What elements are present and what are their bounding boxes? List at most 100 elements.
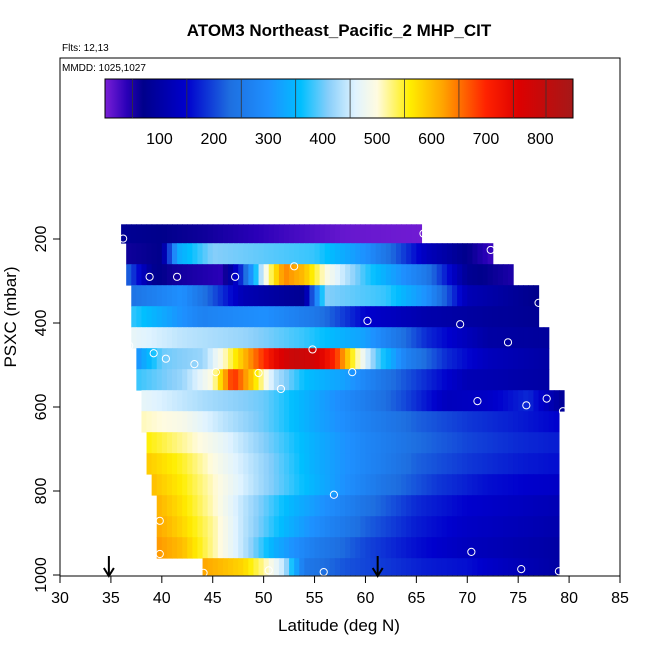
heatmap-cell <box>482 495 489 517</box>
heatmap-cell <box>370 369 377 391</box>
heatmap-cell <box>314 224 321 244</box>
heatmap-cell <box>233 495 239 517</box>
heatmap-cell <box>284 306 290 328</box>
heatmap-cell <box>492 327 499 349</box>
heatmap-cell <box>508 432 514 454</box>
heatmap-cell <box>406 306 412 328</box>
heatmap-cell <box>187 327 193 349</box>
heatmap-cell <box>248 495 255 517</box>
heatmap-cell <box>258 306 265 328</box>
heatmap-cell <box>518 516 524 538</box>
sample-marker <box>254 368 263 378</box>
heatmap-cell <box>304 348 311 370</box>
heatmap-cell <box>441 474 448 496</box>
heatmap-cell <box>136 348 143 370</box>
heatmap-cell <box>406 224 412 244</box>
heatmap-cell <box>421 558 428 576</box>
heatmap-cell <box>457 369 463 391</box>
heatmap-cell <box>187 224 193 244</box>
heatmap-cell <box>243 224 249 244</box>
heatmap-cell <box>340 432 346 454</box>
heatmap-cell <box>304 411 311 433</box>
heatmap-cell <box>263 558 270 576</box>
heatmap-cell <box>202 224 209 244</box>
heatmap-cell <box>380 390 387 412</box>
sample-marker <box>348 368 357 377</box>
heatmap-cell <box>406 369 412 391</box>
heatmap-cell <box>446 285 453 307</box>
heatmap-cell <box>136 306 143 328</box>
heatmap-cell <box>156 243 163 265</box>
heatmap-cell <box>487 432 494 454</box>
heatmap-cell <box>299 516 305 538</box>
heatmap-cell <box>334 558 341 576</box>
heatmap-cell <box>467 537 473 559</box>
heatmap-cell <box>131 327 137 349</box>
heatmap-cell <box>492 453 499 475</box>
heatmap-cell <box>146 453 153 475</box>
heatmap-cell <box>217 558 224 576</box>
heatmap-cell <box>289 390 295 412</box>
heatmap-cell <box>156 224 163 244</box>
heatmap-cell <box>462 243 468 265</box>
heatmap-cell <box>421 327 428 349</box>
heatmap-cell <box>314 348 321 370</box>
heatmap-cell <box>197 369 204 391</box>
heatmap-cell <box>518 369 524 391</box>
heatmap-cell <box>212 390 219 412</box>
heatmap-cell <box>350 558 356 576</box>
heatmap-cell <box>263 369 270 391</box>
heatmap-cell <box>452 432 458 454</box>
heatmap-cell <box>334 224 341 244</box>
heatmap-cell <box>294 432 300 454</box>
heatmap-cell <box>487 411 494 433</box>
heatmap-cell <box>324 432 331 454</box>
heatmap-cell <box>426 327 433 349</box>
heatmap-cell <box>350 432 356 454</box>
heatmap-cell <box>436 495 443 517</box>
heatmap-cell <box>472 537 479 559</box>
heatmap-cell <box>273 558 280 576</box>
heatmap-cell <box>518 537 524 559</box>
heatmap-cell <box>508 516 514 538</box>
x-tick-label: 55 <box>306 590 324 607</box>
heatmap-cell <box>151 474 158 496</box>
heatmap-cell <box>334 390 341 412</box>
heatmap-cell <box>462 348 468 370</box>
heatmap-cell <box>538 474 545 496</box>
heatmap-cell <box>172 453 178 475</box>
heatmap-cell <box>487 390 494 412</box>
heatmap-cell <box>222 285 229 307</box>
heatmap-cell <box>268 306 275 328</box>
heatmap-cell <box>243 264 249 286</box>
heatmap-cell <box>289 495 295 517</box>
heatmap-cell <box>340 537 346 559</box>
heatmap-cell <box>294 453 300 475</box>
heatmap-cell <box>207 327 214 349</box>
heatmap-cell <box>345 306 351 328</box>
heatmap-cell <box>421 495 428 517</box>
heatmap-cell <box>334 369 341 391</box>
heatmap-cell <box>258 537 265 559</box>
heatmap-cell <box>380 474 387 496</box>
heatmap-cell <box>319 474 326 496</box>
heatmap-cell <box>294 558 300 576</box>
heatmap-cell <box>426 369 433 391</box>
heatmap-cell <box>406 390 412 412</box>
heatmap-cell <box>187 285 193 307</box>
heatmap-cell <box>334 348 341 370</box>
heatmap-cell <box>472 516 479 538</box>
heatmap-cell <box>406 327 412 349</box>
heatmap-cell <box>401 264 407 286</box>
heatmap-cell <box>319 411 326 433</box>
heatmap-cell <box>385 558 392 576</box>
heatmap-cell <box>151 243 158 265</box>
heatmap-cell <box>513 558 519 576</box>
heatmap-cell <box>202 285 209 307</box>
heatmap-cell <box>228 243 234 265</box>
heatmap-cell <box>457 327 463 349</box>
heatmap-cell <box>365 285 372 307</box>
y-axis-label: PSXC (mbar) <box>1 266 20 367</box>
heatmap-cell <box>508 348 514 370</box>
heatmap-cell <box>329 327 336 349</box>
